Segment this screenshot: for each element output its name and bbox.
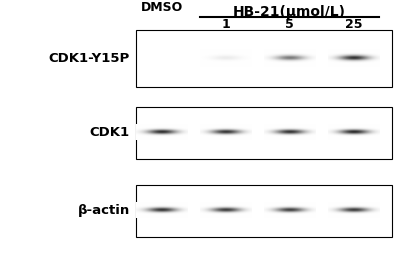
- Text: DMSO: DMSO: [140, 1, 183, 14]
- Text: β-actin: β-actin: [78, 204, 130, 217]
- Text: HB-21(μmol/L): HB-21(μmol/L): [233, 5, 346, 19]
- Bar: [136, 185, 392, 237]
- Text: CDK1: CDK1: [90, 126, 130, 139]
- Text: 25: 25: [345, 18, 362, 31]
- Text: 1: 1: [221, 18, 230, 31]
- Text: CDK1-Y15P: CDK1-Y15P: [49, 52, 130, 65]
- Bar: [136, 30, 392, 87]
- Text: 5: 5: [285, 18, 294, 31]
- Bar: [136, 107, 392, 159]
